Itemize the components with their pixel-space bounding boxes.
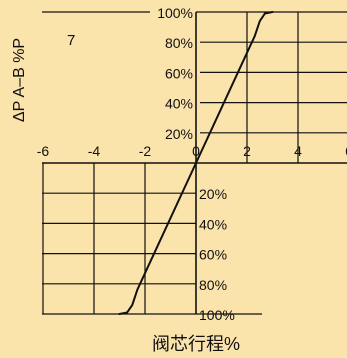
x-tick-label: -2	[139, 143, 152, 159]
y-tick-label: 60%	[165, 65, 193, 81]
tick-labels: -6 -4 -2 0 2 4 6 100% 80% 60% 40% 20% 20% 40% 60% 80% 10…	[37, 5, 347, 323]
x-tick-label: 2	[243, 143, 251, 159]
x-tick-label: 4	[294, 143, 302, 159]
series-line	[118, 11, 274, 315]
y-axis-label: ΔP A–B %P	[11, 38, 28, 122]
x-tick-label: 0	[192, 143, 200, 159]
axes	[42, 12, 347, 314]
y-tick-label: 40%	[199, 216, 227, 232]
series-layer	[118, 11, 274, 315]
y-tick-label: 100%	[199, 307, 235, 323]
y-tick-label: 80%	[199, 277, 227, 293]
panel-number: 7	[67, 32, 75, 49]
grid-lines	[42, 11, 347, 315]
x-axis-label: 阀芯行程%	[152, 334, 240, 354]
y-tick-label: 40%	[165, 96, 193, 112]
y-tick-label: 80%	[165, 35, 193, 51]
y-tick-label: 20%	[199, 186, 227, 202]
x-tick-label: -4	[88, 143, 101, 159]
y-tick-label: 60%	[199, 247, 227, 263]
x-tick-label: 6	[345, 143, 347, 159]
x-tick-label: -6	[37, 143, 50, 159]
y-tick-label: 20%	[165, 126, 193, 142]
y-tick-label: 100%	[157, 5, 193, 21]
